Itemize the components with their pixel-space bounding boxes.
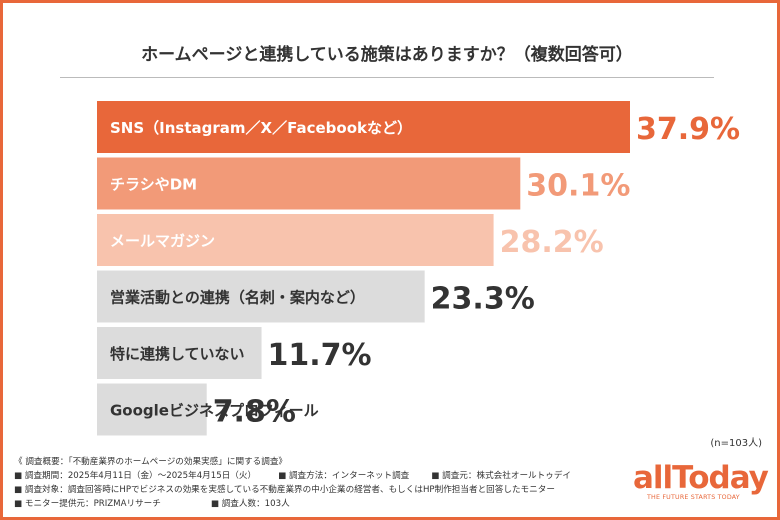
- value-label-4: 11.7%: [268, 338, 372, 373]
- survey-footer: 《 調査概要：「不動産業界のホームページの効果実感」に関する調査》 ■ 調査期間…: [14, 455, 571, 511]
- chart-title: ホームページと連携している施策はありますか？（複数回答可）: [141, 45, 633, 65]
- value-label-1: 30.1%: [526, 169, 630, 204]
- survey-provider: ■ モニター提供元：PRIZMAリサーチ: [14, 499, 161, 509]
- value-label-2: 28.2%: [500, 225, 604, 260]
- bar-label-0: SNS（Instagram／X／Facebookなど）: [110, 119, 412, 137]
- bar-label-4: 特に連携していない: [110, 345, 245, 363]
- value-label-0: 37.9%: [636, 112, 740, 147]
- bar-label-2: メールマガジン: [110, 232, 215, 250]
- survey-row-1: ■ 調査期間：2025年4月11日（金）～2025年4月15日（火） ■ 調査方法…: [14, 469, 571, 483]
- bar-label-5: Googleビジネスプロフィール: [110, 402, 319, 420]
- survey-method: ■ 調査方法：インターネット調査: [278, 471, 410, 481]
- sample-size-note: (n=103人): [710, 438, 762, 449]
- survey-organizer: ■ 調査元：株式会社オールトゥデイ: [431, 471, 572, 481]
- logo-brand: allToday: [633, 460, 769, 496]
- title-divider: [60, 77, 714, 78]
- survey-target: ■ 調査対象：調査回答時にHPでビジネスの効果を実感している不動産業界の中小企業…: [14, 485, 555, 495]
- value-label-5: 7.8%: [213, 395, 296, 430]
- bar-5: [97, 383, 207, 436]
- bar-4: [97, 327, 262, 379]
- value-label-3: 23.3%: [431, 282, 535, 317]
- alltoday-logo: allToday THE FUTURE STARTS TODAY: [633, 460, 769, 501]
- bar-chart: SNS（Instagram／X／Facebookなど） 37.9% チラシやDM 30…: [97, 101, 740, 436]
- bar-1: [97, 157, 521, 210]
- survey-overview: 《 調査概要：「不動産業界のホームページの効果実感」に関する調査》: [14, 457, 288, 467]
- bar-3: [97, 270, 425, 323]
- survey-row-3: ■ モニター提供元：PRIZMAリサーチ ■ 調査人数：103人: [14, 497, 571, 511]
- bar-label-3: 営業活動との連携（名刺・案内など）: [110, 289, 365, 307]
- survey-period: ■ 調査期間：2025年4月11日（金）～2025年4月15日（火）: [14, 471, 257, 481]
- bar-0: [97, 101, 630, 153]
- survey-respondents: ■ 調査人数：103人: [210, 499, 290, 509]
- bar-2: [97, 214, 494, 266]
- logo-tagline: THE FUTURE STARTS TODAY: [647, 494, 740, 501]
- bar-label-1: チラシやDM: [110, 176, 197, 194]
